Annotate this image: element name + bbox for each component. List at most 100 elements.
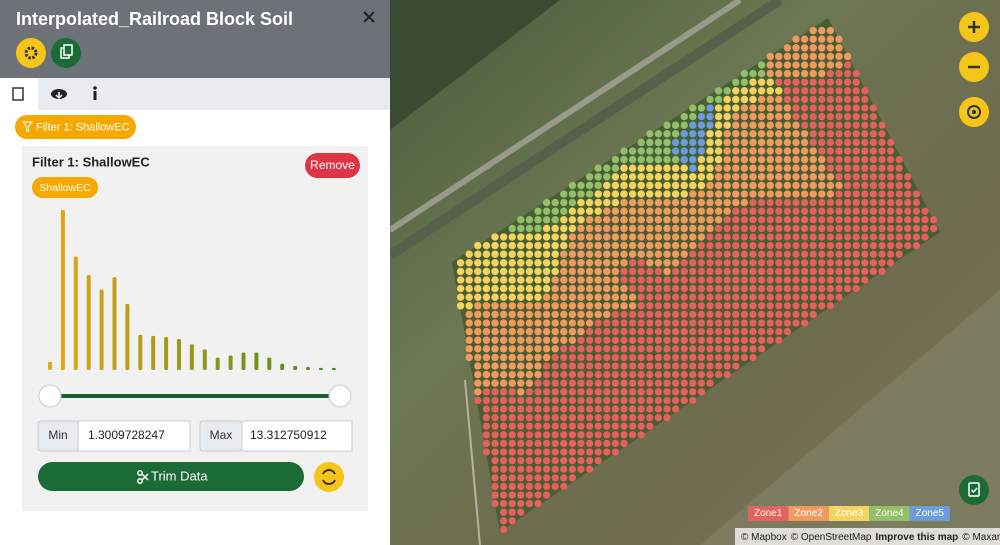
zone-point bbox=[723, 181, 732, 190]
zone-point bbox=[473, 353, 482, 362]
min-input[interactable] bbox=[77, 420, 191, 452]
zone-point bbox=[559, 387, 568, 396]
zone-point bbox=[516, 301, 525, 310]
zone-point bbox=[559, 336, 568, 345]
zone-point bbox=[714, 181, 723, 190]
zone-point bbox=[585, 379, 594, 388]
zone-point bbox=[551, 387, 560, 396]
zone-point bbox=[766, 198, 775, 207]
zone-point bbox=[809, 215, 818, 224]
zone-point bbox=[783, 318, 792, 328]
zone-point bbox=[594, 396, 603, 405]
zone-point bbox=[671, 353, 680, 362]
zone-point bbox=[766, 155, 775, 164]
zone-point bbox=[542, 379, 551, 388]
zone-point bbox=[628, 146, 637, 156]
zone-point bbox=[766, 95, 775, 104]
zone-point bbox=[602, 172, 611, 181]
zone-point bbox=[645, 284, 654, 293]
report-button[interactable] bbox=[959, 475, 989, 505]
zone-point bbox=[619, 396, 629, 405]
zone-point bbox=[912, 198, 921, 207]
zone-point bbox=[542, 224, 551, 233]
zone-point bbox=[705, 181, 715, 190]
zone-point bbox=[826, 172, 835, 181]
zone-point bbox=[826, 301, 835, 310]
zone-point bbox=[680, 258, 689, 267]
zoom-in[interactable] bbox=[959, 12, 989, 42]
zone-point bbox=[834, 69, 844, 78]
zone-point bbox=[499, 516, 508, 525]
zone-point bbox=[508, 232, 517, 242]
zone-point bbox=[757, 284, 766, 293]
zone-point bbox=[877, 138, 887, 147]
zone-point bbox=[860, 138, 869, 147]
zone-point bbox=[542, 258, 551, 267]
zone-point bbox=[611, 439, 620, 448]
settings-button[interactable] bbox=[16, 38, 46, 68]
zone-point bbox=[525, 258, 534, 267]
zone-point bbox=[508, 499, 517, 508]
filter-chip[interactable]: Filter 1: ShallowEC bbox=[15, 115, 136, 139]
zone-point bbox=[688, 284, 697, 293]
zone-point bbox=[723, 318, 732, 328]
zone-point bbox=[637, 275, 646, 285]
zone-point bbox=[809, 293, 818, 302]
zone-point bbox=[619, 215, 629, 224]
zone-point bbox=[903, 215, 912, 224]
remove-button[interactable]: Remove bbox=[305, 153, 360, 178]
zone-point bbox=[508, 344, 517, 353]
zone-point bbox=[499, 327, 508, 336]
map[interactable] bbox=[387, 0, 1000, 545]
zone-point bbox=[490, 232, 500, 242]
zone-point bbox=[482, 353, 491, 362]
zone-point bbox=[697, 121, 706, 130]
zone-point bbox=[602, 198, 611, 207]
zoom-out[interactable] bbox=[959, 52, 989, 82]
zone-point bbox=[826, 95, 835, 104]
zone-point bbox=[645, 336, 654, 345]
zone-point bbox=[800, 224, 809, 233]
zone-point bbox=[542, 473, 551, 482]
tab-download[interactable] bbox=[51, 89, 67, 100]
tree-line bbox=[387, 0, 783, 260]
zone-point bbox=[611, 404, 620, 414]
zone-point bbox=[877, 172, 887, 181]
range-slider[interactable] bbox=[38, 384, 352, 408]
zone-point bbox=[662, 155, 672, 164]
zone-point bbox=[826, 241, 835, 250]
copy-button[interactable] bbox=[51, 38, 81, 68]
close-button[interactable] bbox=[363, 11, 375, 23]
tab-details[interactable] bbox=[0, 78, 38, 110]
zone-point bbox=[843, 78, 852, 87]
zone-point bbox=[619, 379, 629, 388]
zone-point bbox=[662, 232, 672, 242]
locate[interactable] bbox=[959, 97, 989, 127]
zone-point bbox=[680, 207, 689, 216]
zone-point bbox=[568, 241, 577, 250]
zone-point bbox=[585, 430, 594, 439]
max-input[interactable] bbox=[241, 420, 353, 452]
zone-point bbox=[525, 250, 534, 259]
tab-info[interactable] bbox=[93, 86, 97, 100]
zone-point bbox=[602, 327, 611, 336]
zone-point bbox=[551, 310, 560, 319]
zone-point bbox=[774, 327, 783, 336]
zone-point bbox=[619, 155, 629, 164]
zone-point bbox=[482, 439, 491, 448]
zone-point bbox=[783, 189, 792, 199]
zone-point bbox=[912, 189, 921, 199]
zone-point bbox=[817, 267, 826, 276]
zone-point bbox=[843, 121, 852, 130]
trim-button[interactable]: Trim Data bbox=[38, 462, 304, 491]
zone-point bbox=[594, 413, 603, 422]
zone-point bbox=[774, 146, 783, 156]
zone-point bbox=[697, 232, 706, 242]
zone-point bbox=[602, 258, 611, 267]
reset-button[interactable] bbox=[314, 462, 344, 492]
zone-point bbox=[465, 301, 474, 310]
zone-point bbox=[662, 267, 672, 276]
zone-point bbox=[783, 215, 792, 224]
zone-point bbox=[662, 361, 672, 371]
zone-point bbox=[774, 250, 783, 259]
